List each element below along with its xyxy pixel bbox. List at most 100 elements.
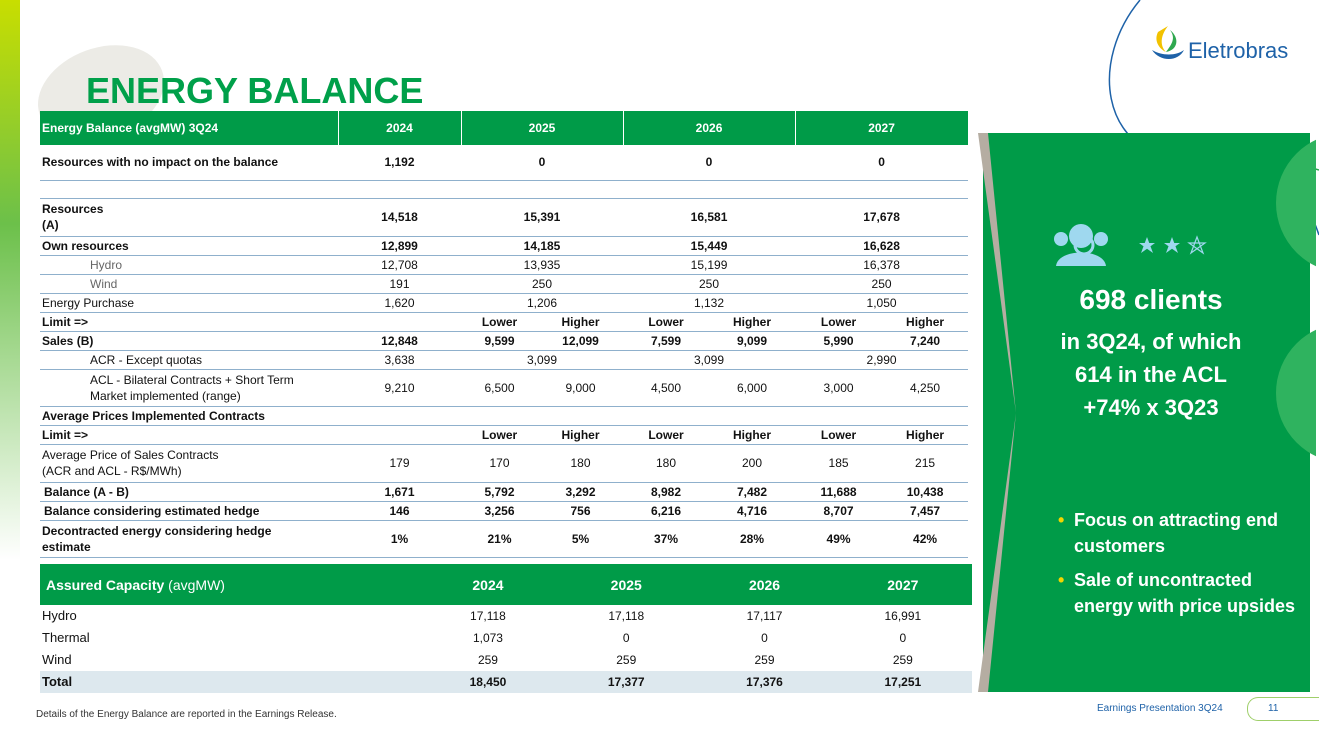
table-cell: 3,099 [623, 350, 796, 370]
table-cell: 1,073 [472, 631, 503, 645]
table-cell: 756 [538, 501, 624, 521]
table-cell: 3,099 [461, 350, 624, 370]
table-cell: 6,000 [709, 369, 796, 407]
table-cell: 18,450 [469, 675, 507, 689]
table-cell: 12,708 [338, 255, 461, 275]
table-cell: 17,251 [884, 675, 922, 689]
table-row: Average Price of Sales Contracts (ACR an… [40, 444, 969, 483]
table-cell: 17,117 [746, 609, 783, 623]
table-cell: Higher [709, 312, 796, 332]
panel-line: in 3Q24, of which [1060, 329, 1242, 354]
table-row: Own resources 12,899 14,185 15,449 16,628 [40, 236, 969, 256]
table-cell: 0 [461, 145, 624, 181]
table-cell: 16,628 [795, 236, 969, 256]
table-cell: Average Prices Implemented Contracts [40, 406, 969, 426]
title: ENERGY BALANCE [86, 70, 424, 111]
footer-label: Earnings Presentation 3Q24 [1097, 703, 1223, 714]
table-cell: Higher [882, 425, 969, 445]
table-cell: 1% [338, 520, 461, 558]
table-cell: 1,620 [338, 293, 461, 313]
table-cell: 12,099 [538, 331, 624, 351]
header-row: Energy Balance (avgMW) 3Q24 2024 2025 2026 2… [40, 111, 969, 145]
table-cell: 1,050 [795, 293, 969, 313]
table-cell: 17,678 [795, 198, 969, 237]
table-cell: Balance considering estimated hedge [40, 501, 338, 521]
table-cell: 215 [882, 444, 969, 483]
table-cell: 3,292 [538, 482, 624, 502]
table-cell: Lower [461, 312, 538, 332]
table-cell: 17,118 [470, 609, 506, 623]
table-cell: 259 [892, 653, 913, 667]
table-cell: 15,391 [461, 198, 624, 237]
table-row: Balance considering estimated hedge 146 3,… [40, 501, 969, 521]
panel-line: +74% x 3Q23 [1083, 395, 1219, 420]
table-cell: 0 [795, 145, 969, 181]
table-cell: 11,688 [795, 482, 883, 502]
table-cell: 15,449 [623, 236, 796, 256]
table-cell: 4,716 [709, 501, 796, 521]
table-cell: 9,210 [338, 369, 461, 407]
table-cell: Lower [461, 425, 538, 445]
table-cell: 200 [709, 444, 796, 483]
table-row: Wind 191 250 250 250 [40, 274, 969, 294]
table-cell: 6,216 [623, 501, 710, 521]
panel-headline: 698 clients [1079, 284, 1223, 315]
table-row: Total 18,450 17,377 17,376 17,251 [40, 671, 972, 693]
table-cell [338, 312, 461, 332]
table-row: Hydro 17,118 17,118 17,117 16,991 [40, 605, 972, 627]
table-cell: 42% [882, 520, 969, 558]
page-number: 11 [1247, 697, 1319, 721]
table-cell: 7,599 [623, 331, 710, 351]
logo-text: Eletrobras [1188, 38, 1289, 63]
table-cell: 5% [538, 520, 624, 558]
table-cell: Higher [538, 425, 624, 445]
table-cell: 16,581 [623, 198, 796, 237]
table-cell: 2,990 [795, 350, 969, 370]
table-cell: 0 [761, 631, 768, 645]
table-cell: Wind [42, 652, 72, 667]
header-title: Assured Capacity [46, 576, 165, 593]
table-row: Average Prices Implemented Contracts [40, 406, 969, 426]
header-cell: 2027 [795, 111, 969, 145]
table-cell: 37% [623, 520, 710, 558]
table-cell: 250 [795, 274, 969, 294]
table-cell: Decontracted energy considering hedge es… [40, 520, 338, 558]
table-cell: 185 [795, 444, 883, 483]
capacity-table: Assured Capacity (avgMW) 2024 2025 2026 2027… [40, 564, 972, 693]
table-cell: Limit => [40, 312, 338, 332]
table-cell: 9,099 [709, 331, 796, 351]
table-cell: 12,899 [338, 236, 461, 256]
table-cell: Resources (A) [40, 198, 338, 237]
table-row: Thermal 1,073 0 0 0 [40, 627, 972, 649]
table-cell: 180 [538, 444, 624, 483]
table-cell: Own resources [40, 236, 338, 256]
table-cell: 10,438 [882, 482, 969, 502]
table-cell: Higher [538, 312, 624, 332]
table-cell: ACL - Bilateral Contracts + Short Term M… [40, 369, 338, 407]
panel-line: 614 in the ACL [1075, 362, 1227, 387]
table-cell: 12,848 [338, 331, 461, 351]
table-row: Sales (B) 12,848 9,599 12,099 7,599 9,099 5,99… [40, 331, 969, 351]
table-cell: 5,792 [461, 482, 538, 502]
table-cell: 3,000 [795, 369, 883, 407]
table-row: Limit => Lower Higher Lower Higher Lower Highe… [40, 312, 969, 332]
table-cell: 6,500 [461, 369, 538, 407]
table-cell: 7,240 [882, 331, 969, 351]
header-unit: (avgMW) [168, 576, 225, 593]
table-row: Decontracted energy considering hedge es… [40, 520, 969, 558]
table-cell: Thermal [42, 630, 90, 645]
header-cell: 2024 [338, 111, 462, 145]
bullet: Focus on attracting end customers [1058, 507, 1299, 559]
table-cell: Average Price of Sales Contracts (ACR an… [40, 444, 338, 483]
table-cell: Resources with no impact on the balance [40, 145, 338, 181]
table-cell: Lower [623, 312, 710, 332]
header-cell: Assured Capacity (avgMW) [40, 564, 419, 605]
table-cell: 21% [461, 520, 538, 558]
side-bar [0, 0, 20, 560]
header-row: Assured Capacity (avgMW) 2024 2025 2026 2027 [40, 564, 972, 605]
table-cell: 49% [795, 520, 883, 558]
header-cell: Energy Balance (avgMW) 3Q24 [40, 111, 339, 145]
table-cell: Lower [623, 425, 710, 445]
table-cell: 250 [623, 274, 796, 294]
table-cell: 4,500 [623, 369, 710, 407]
